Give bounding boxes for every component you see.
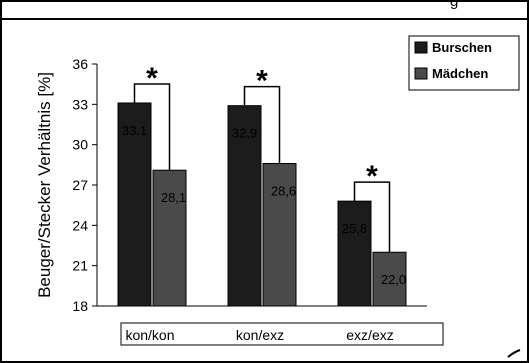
y-axis-label: Beuger/Stecker Verhältnis [%]	[35, 72, 54, 298]
significance-bracket	[353, 181, 391, 253]
chart-legend: Burschen Mädchen	[408, 35, 520, 91]
legend-swatch	[414, 41, 428, 54]
legend-swatch	[414, 67, 428, 80]
data-label: 25,8	[342, 221, 367, 236]
top-strip: g	[2, 2, 527, 20]
chart-annotations: * * *	[133, 62, 391, 253]
category-label-box	[120, 322, 444, 346]
significance-star: *	[146, 62, 158, 95]
y-tick-label: 18	[72, 298, 88, 314]
x-category-label: kon/exz	[236, 327, 284, 343]
y-tick-label: 33	[72, 96, 88, 112]
bar-maedchen	[262, 162, 297, 307]
y-tick-label: 27	[72, 177, 88, 193]
corner-decoration	[507, 349, 521, 358]
x-category-label: kon/kon	[125, 327, 174, 343]
bar-burschen	[227, 105, 262, 307]
x-category-label: exz/exz	[346, 327, 393, 343]
y-tick-label: 24	[72, 217, 88, 233]
bar-burschen	[337, 200, 372, 307]
bar-burschen	[117, 102, 152, 307]
chart-bars: 33,1 28,1 32,9 28,6 25,8 22,0	[117, 102, 407, 307]
significance-bracket	[133, 83, 171, 171]
top-strip-text: g	[450, 2, 458, 10]
data-label: 28,1	[161, 190, 186, 205]
significance-star: *	[256, 65, 268, 98]
y-tick-label: 30	[72, 137, 88, 153]
data-label: 32,9	[232, 126, 257, 141]
y-tick-label: 21	[72, 258, 88, 274]
data-label: 28,6	[271, 183, 296, 198]
y-tick-label: 36	[72, 56, 88, 72]
significance-star: *	[366, 160, 378, 193]
significance-bracket	[243, 85, 281, 164]
data-label: 22,0	[381, 272, 406, 287]
bar-maedchen	[372, 251, 407, 307]
legend-label: Mädchen	[432, 66, 488, 81]
chart-axes: 18 21 24 27 30 33 36 kon/kon kon/exz exz/exz	[72, 56, 444, 346]
legend-label: Burschen	[432, 40, 492, 55]
data-label: 33,1	[122, 123, 147, 138]
